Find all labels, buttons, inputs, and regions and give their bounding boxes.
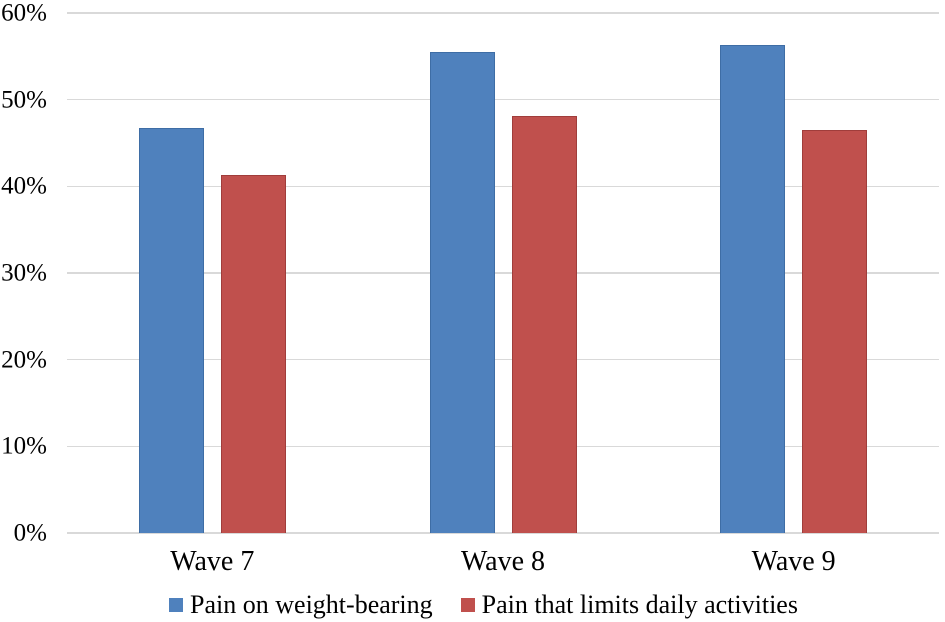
y-tick-label: 30% bbox=[1, 259, 47, 287]
legend-label: Pain on weight-bearing bbox=[190, 590, 433, 619]
y-axis: 0% 10% 20% 30% 40% 50% 60% bbox=[0, 1, 47, 546]
gridline bbox=[67, 445, 939, 448]
bar-wave-7-series-0 bbox=[138, 128, 204, 533]
plot-area bbox=[67, 12, 939, 534]
bar-wave-8-series-0 bbox=[429, 52, 495, 533]
gridline bbox=[67, 358, 939, 361]
y-tick-label: 10% bbox=[1, 432, 47, 460]
y-tick-label: 20% bbox=[1, 346, 47, 374]
x-category-label: Wave 7 bbox=[170, 546, 255, 577]
bar-wave-7-series-1 bbox=[220, 175, 286, 533]
gridline bbox=[67, 12, 939, 14]
gridline bbox=[67, 98, 939, 101]
y-tick-label: 50% bbox=[1, 86, 47, 114]
legend-swatch-icon bbox=[169, 598, 184, 613]
legend-item: Pain on weight-bearing bbox=[169, 590, 433, 620]
bar-wave-8-series-1 bbox=[511, 116, 577, 533]
bar-wave-9-series-0 bbox=[720, 45, 786, 533]
y-tick-label: 0% bbox=[13, 519, 47, 547]
gridline bbox=[67, 185, 939, 188]
legend-item: Pain that limits daily activities bbox=[460, 590, 798, 620]
gridline bbox=[67, 532, 939, 534]
x-axis: Wave 7 Wave 8 Wave 9 bbox=[67, 548, 939, 580]
bar-wave-9-series-1 bbox=[802, 130, 868, 533]
legend-label: Pain that limits daily activities bbox=[481, 590, 798, 619]
x-category-label: Wave 8 bbox=[460, 546, 546, 577]
y-tick-label: 40% bbox=[1, 172, 47, 200]
chart-legend: Pain on weight-bearing Pain that limits d… bbox=[0, 590, 945, 620]
x-category-label: Wave 9 bbox=[751, 546, 836, 577]
gridline bbox=[67, 272, 939, 274]
y-tick-label: 60% bbox=[1, 0, 47, 27]
legend-swatch-icon bbox=[460, 598, 475, 613]
